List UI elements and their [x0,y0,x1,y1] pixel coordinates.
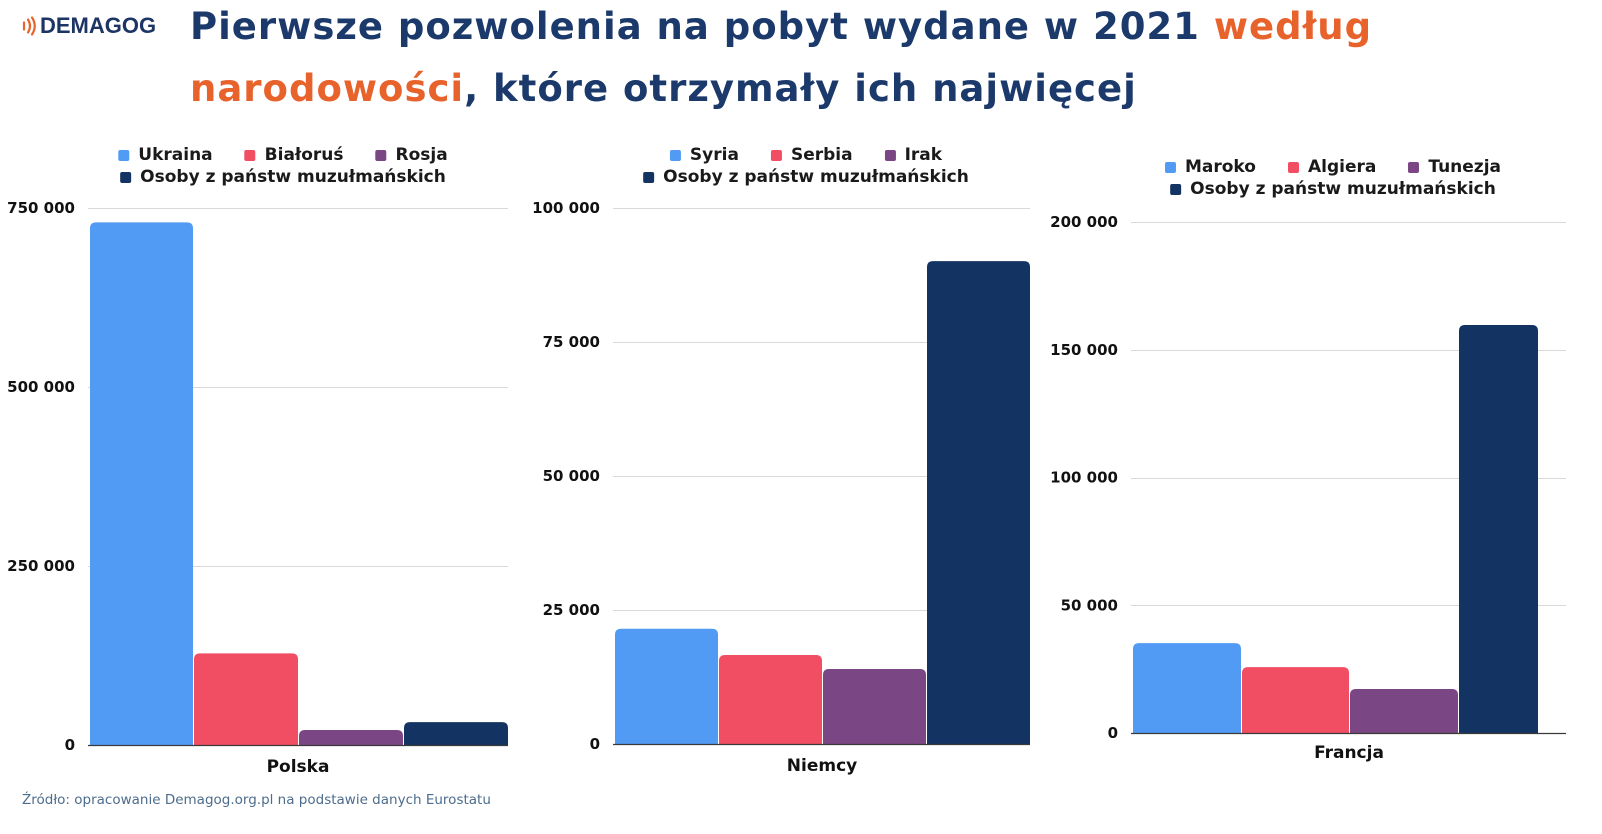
legend-label: Maroko [1184,157,1256,177]
legend-label: Algiera [1307,157,1377,177]
legend-item: Syria [669,144,739,166]
y-axis-tick-label: 25 000 [543,601,600,619]
bar [1350,689,1458,733]
legend-swatch [669,149,681,161]
bar [1459,324,1538,733]
legend-label: Osoby z państw muzułmańskich [1190,179,1496,199]
title-line-2: narodowości, które otrzymały ich najwięc… [190,58,1372,120]
bar [299,729,403,745]
legend-swatch [120,171,132,183]
title-text: Pierwsze pozwolenia na pobyt wydane w 20… [190,5,1214,48]
legend-swatch [118,149,130,161]
legend-label: Serbia [790,145,853,165]
legend-swatch [1164,161,1176,173]
legend-item: Białoruś [244,144,344,166]
legend-label: Osoby z państw muzułmańskich [140,167,446,187]
legend-label: Osoby z państw muzułmańskich [663,167,969,187]
legend-item: Ukraina [118,144,213,166]
y-axis-tick-label: 750 000 [7,199,75,217]
legend-item: Rosja [375,144,448,166]
legend-label: Białoruś [264,145,344,165]
legend-item: Osoby z państw muzułmańskich [643,166,969,188]
title-highlight: według [1213,5,1373,48]
legend-swatch [884,149,896,161]
legend: Ukraina Białoruś Rosja [118,144,448,166]
y-axis-tick-label: 0 [590,735,600,753]
x-axis-category-label: Polska [267,757,330,777]
legend-label: Irak [904,145,943,165]
demagog-logo: DEMAGOG [21,13,156,39]
y-axis-tick-label: 500 000 [7,378,75,396]
bar [90,222,193,745]
logo-text: DEMAGOG [40,13,157,38]
y-axis-tick-label: 50 000 [1061,596,1118,614]
sound-waves-icon [22,16,36,36]
x-axis-category-label: Niemcy [787,756,857,776]
legend-label: Tunezja [1428,157,1502,177]
legend: Maroko Algiera Tunezja [1164,156,1501,178]
chart-panel: 0 50 000 100 000 150 000 200 000 Francja [1050,213,1566,763]
legend: Osoby z państw muzułmańskich [120,166,446,188]
bar [404,722,508,745]
y-axis-tick-label: 0 [65,736,75,754]
legend-item: Osoby z państw muzułmańskich [120,166,446,188]
title-text: , które otrzymały ich najwięcej [464,67,1137,110]
y-axis-tick-label: 200 000 [1050,213,1118,231]
legend: Osoby z państw muzułmańskich [643,166,969,188]
legend-item: Osoby z państw muzułmańskich [1170,178,1496,200]
legend-item: Algiera [1287,156,1377,178]
legend-label: Rosja [395,145,448,165]
bar [615,628,718,744]
legend-item: Irak [884,144,943,166]
y-axis-tick-label: 75 000 [543,333,600,351]
legend-swatch [643,171,655,183]
y-axis-tick-label: 250 000 [7,557,75,575]
legend-item: Maroko [1164,156,1256,178]
bar [194,653,298,745]
y-axis-tick-label: 100 000 [1050,469,1118,487]
y-axis-tick-label: 50 000 [543,467,600,485]
legend: Osoby z państw muzułmańskich [1170,178,1496,200]
y-axis-tick-label: 0 [1108,724,1118,742]
chart-panel: 0 250 000 500 000 750 000 Polska [7,199,508,777]
legend: Syria Serbia Irak [669,144,943,166]
bar [927,261,1030,744]
legend-label: Syria [689,145,739,165]
source-note: Źródło: opracowanie Demagog.org.pl na po… [22,792,491,808]
legend-item: Tunezja [1408,156,1501,178]
bar [1133,643,1241,733]
title-line-1: Pierwsze pozwolenia na pobyt wydane w 20… [190,0,1372,58]
page-title: Pierwsze pozwolenia na pobyt wydane w 20… [190,0,1372,120]
legend-swatch [770,149,782,161]
x-axis-category-label: Francja [1314,743,1384,763]
legend-item: Serbia [770,144,853,166]
y-axis-tick-label: 100 000 [532,199,600,217]
legend-swatch [1408,161,1420,173]
bar [823,668,926,744]
title-highlight: narodowości [190,67,465,110]
y-axis-tick-label: 150 000 [1050,341,1118,359]
chart-panel: 0 25 000 50 000 75 000 100 000 Niemcy [532,199,1030,776]
bar [1242,667,1349,733]
legend-swatch [244,149,256,161]
legend-swatch [375,149,387,161]
bar [719,655,822,744]
legend-swatch [1287,161,1299,173]
legend-label: Ukraina [138,145,213,165]
legend-swatch [1170,183,1182,195]
